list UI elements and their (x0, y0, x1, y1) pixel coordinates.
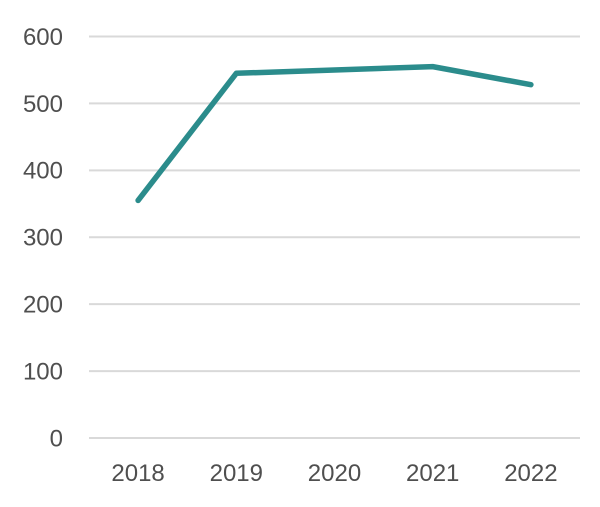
y-axis-tick-label: 100 (23, 358, 63, 385)
y-axis-tick-label: 200 (23, 292, 63, 319)
x-axis-tick-label: 2022 (504, 460, 557, 487)
y-axis-tick-label: 0 (50, 425, 63, 452)
x-axis-tick-label: 2021 (406, 460, 459, 487)
y-axis-tick-label: 300 (23, 225, 63, 252)
y-axis-tick-label: 600 (23, 24, 63, 51)
x-axis-tick-label: 2019 (210, 460, 263, 487)
y-axis-tick-label: 500 (23, 91, 63, 118)
data-line (135, 63, 534, 204)
y-axis-tick-label: 400 (23, 158, 63, 185)
x-axis-tick-label: 2020 (308, 460, 361, 487)
x-axis-tick-label: 2018 (111, 460, 164, 487)
